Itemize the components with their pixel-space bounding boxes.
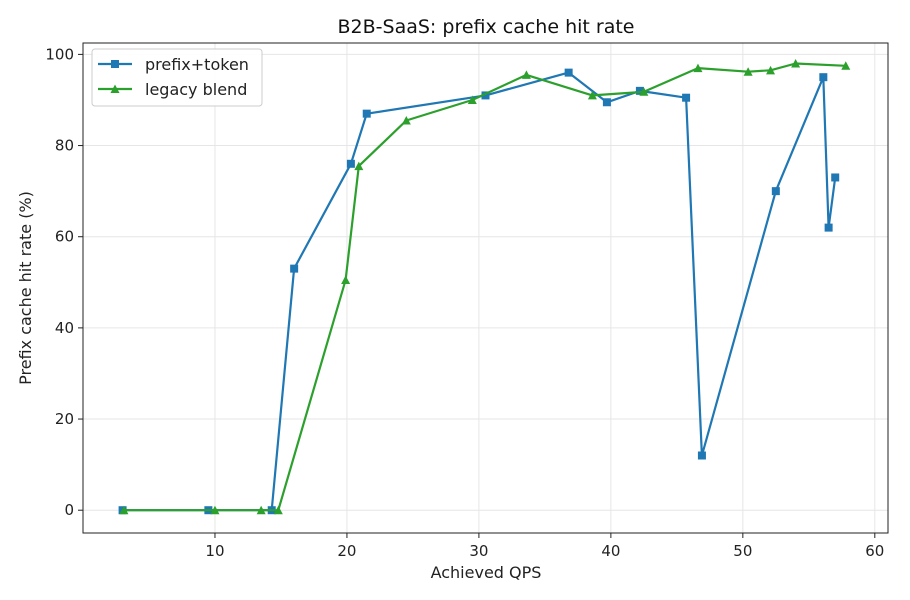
data-point — [564, 68, 573, 77]
data-point — [824, 223, 833, 232]
y-axis-label: Prefix cache hit rate (%) — [16, 191, 35, 385]
x-tick-label: 30 — [469, 542, 488, 560]
axis-ticks: 10 20 30 40 50 60 0 20 40 60 80 100 — [45, 45, 884, 560]
series-line-legacy-blend — [123, 62, 846, 512]
y-tick-label: 20 — [55, 410, 74, 428]
data-point — [119, 505, 129, 515]
data-point — [819, 73, 828, 82]
series-line-prefix-token — [122, 71, 837, 512]
legend: prefix+token legacy blend — [91, 48, 263, 107]
y-tick-label: 80 — [55, 137, 74, 155]
data-point — [587, 90, 597, 100]
data-point — [682, 93, 691, 102]
x-tick-label: 50 — [733, 542, 752, 560]
y-tick-label: 60 — [55, 228, 74, 246]
y-tick-label: 0 — [64, 501, 74, 519]
legend-marker-prefix-token — [111, 60, 119, 68]
data-point — [354, 161, 364, 171]
data-point — [697, 451, 706, 460]
x-axis-label: Achieved QPS — [431, 563, 542, 582]
data-point — [693, 63, 703, 73]
data-point — [341, 275, 351, 285]
data-point — [521, 70, 531, 79]
data-point — [743, 67, 753, 76]
data-point — [362, 109, 371, 118]
data-point — [290, 264, 299, 273]
data-point — [766, 65, 776, 75]
legend-label-prefix-token: prefix+token — [145, 55, 249, 74]
series-legacy-blend — [119, 59, 851, 515]
y-tick-label: 40 — [55, 319, 74, 337]
x-tick-label: 40 — [601, 542, 620, 560]
legend-box — [91, 48, 263, 107]
data-point — [771, 187, 780, 196]
data-point — [256, 505, 266, 515]
legend-marker-legacy-blend — [110, 84, 120, 93]
x-tick-label: 20 — [337, 542, 356, 560]
data-point — [481, 91, 490, 100]
data-point — [346, 159, 355, 168]
data-point — [210, 505, 220, 515]
grid-lines — [83, 43, 888, 533]
data-point — [467, 95, 477, 104]
data-point — [401, 115, 411, 125]
data-point — [791, 59, 801, 68]
data-point — [831, 173, 840, 182]
chart-title: B2B-SaaS: prefix cache hit rate — [338, 16, 635, 38]
data-point — [602, 98, 611, 107]
plot-frame — [82, 42, 889, 534]
data-point — [639, 87, 649, 96]
legend-label-legacy-blend: legacy blend — [145, 80, 247, 99]
x-tick-label: 60 — [865, 542, 884, 560]
y-tick-label: 100 — [45, 45, 74, 63]
data-point — [273, 505, 283, 515]
data-point — [635, 86, 644, 95]
series-layer — [118, 59, 851, 515]
x-tick-label: 10 — [205, 542, 224, 560]
data-point — [841, 61, 851, 70]
